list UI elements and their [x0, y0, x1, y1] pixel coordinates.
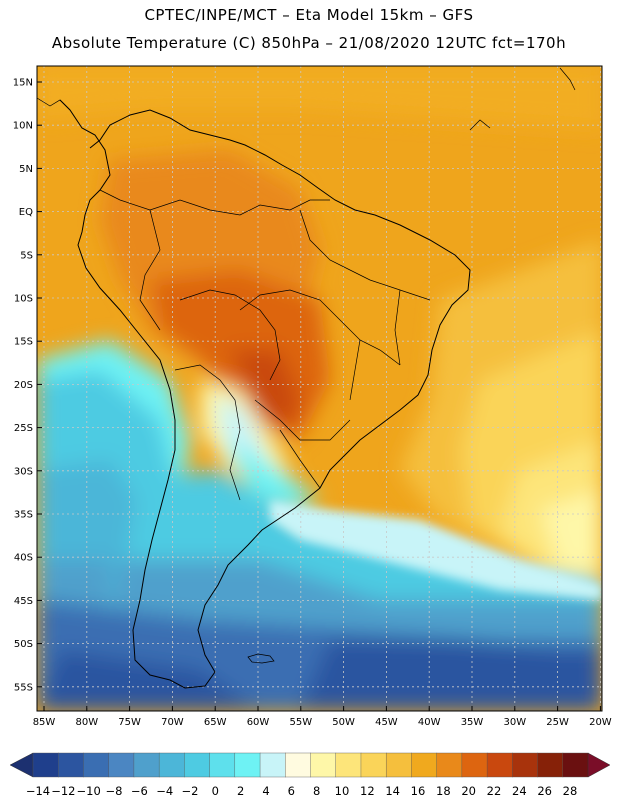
lon-label: 40W — [418, 717, 441, 728]
colorbar-label: 24 — [512, 784, 527, 798]
colorbar-label: 12 — [360, 784, 375, 798]
lon-label: 45W — [375, 717, 398, 728]
lat-label: 15N — [13, 78, 33, 89]
colorbar-segment — [83, 752, 110, 778]
latitude-labels: 15N 10N 5N EQ 5S 10S 15S 20S 25S 30S 35S 40S 45S 50S 5… — [13, 78, 33, 694]
colorbar-label: 4 — [262, 784, 269, 798]
lon-label: 30W — [503, 717, 526, 728]
lat-label: 55S — [14, 682, 33, 693]
colorbar-label: 6 — [288, 784, 295, 798]
colorbar-label: 28 — [563, 784, 578, 798]
lat-label: EQ — [19, 207, 33, 218]
colorbar-label: 26 — [537, 784, 552, 798]
south-america-coastline — [59, 99, 471, 689]
lat-label: 20S — [14, 380, 33, 391]
lat-label: 5N — [19, 164, 33, 175]
lat-label: 30S — [14, 466, 33, 477]
colorbar-label: −10 — [77, 784, 101, 798]
colorbar-label: −4 — [156, 784, 173, 798]
lon-label: 25W — [546, 717, 569, 728]
longitude-labels: 85W 80W 75W 70W 65W 60W 55W 50W 45W 40W 35W 30W 25W 2… — [33, 717, 612, 728]
lat-label: 10N — [13, 121, 33, 132]
colorbar-segment — [234, 752, 261, 778]
chart-title-line1: CPTEC/INPE/MCT – Eta Model 15km – GFS — [144, 6, 474, 24]
colorbar-segment — [436, 752, 463, 778]
colorbar-label: 10 — [335, 784, 350, 798]
colorbar-segment — [335, 752, 362, 778]
colorbar-segment — [108, 752, 135, 778]
temperature-field — [37, 66, 602, 711]
chart-title-line2: Absolute Temperature (C) 850hPa – 21/08/… — [51, 34, 567, 52]
lat-label: 35S — [14, 510, 33, 521]
colorbar-label: −8 — [106, 784, 123, 798]
lon-label: 35W — [461, 717, 484, 728]
colorbar-segment — [562, 752, 589, 778]
lat-label: 10S — [14, 294, 33, 305]
colorbar-label: 0 — [212, 784, 219, 798]
colorbar-segment — [259, 752, 286, 778]
colorbar-segment — [385, 752, 412, 778]
colorbar-label: −12 — [51, 784, 75, 798]
colorbar-segment — [58, 752, 84, 778]
lat-label: 15S — [14, 337, 33, 348]
lon-label: 80W — [75, 717, 98, 728]
colorbar-segment — [537, 752, 564, 778]
lat-label: 5S — [20, 250, 33, 261]
colorbar-segment — [285, 752, 312, 778]
colorbar-segment — [512, 752, 539, 778]
graticule-grid — [37, 66, 602, 711]
axis-ticks — [37, 81, 601, 711]
colorbar-segment — [133, 752, 160, 778]
lat-label: 45S — [14, 596, 33, 607]
colorbar-label: −14 — [26, 784, 50, 798]
colorbar-under-arrow — [9, 752, 34, 778]
lon-label: 75W — [118, 717, 141, 728]
colorbar-segment — [461, 752, 488, 778]
lon-label: 55W — [289, 717, 312, 728]
colorbar-label: 16 — [411, 784, 426, 798]
colorbar-label: −2 — [182, 784, 199, 798]
color-scale-labels: −14 −12 −10 −8 −6 −4 −2 0 2 4 6 8 10 12 14 16 18 20 22 24 26… — [26, 784, 577, 798]
colorbar-label: 8 — [313, 784, 320, 798]
colorbar-over-arrow — [587, 752, 611, 778]
lon-label: 20W — [589, 717, 612, 728]
lat-label: 40S — [14, 553, 33, 564]
colorbar-label: 18 — [436, 784, 451, 798]
falkland-islands — [247, 653, 275, 664]
colorbar-segment — [411, 752, 438, 778]
colorbar-segment — [158, 752, 185, 778]
colorbar-segment — [310, 752, 337, 778]
lon-label: 50W — [332, 717, 355, 728]
lat-label: 50S — [14, 639, 33, 650]
colorbar-label: 20 — [461, 784, 476, 798]
colorbar-segment — [184, 752, 211, 778]
lon-label: 70W — [161, 717, 184, 728]
colorbar-segment — [486, 752, 513, 778]
map-frame — [36, 65, 603, 712]
country-borders — [99, 189, 431, 501]
central-america-outline — [36, 67, 576, 131]
lat-label: 25S — [14, 423, 33, 434]
colorbar-segment — [209, 752, 236, 778]
colorbar-label: 2 — [237, 784, 244, 798]
colorbar-label: 22 — [487, 784, 502, 798]
color-scale-bar — [9, 752, 611, 778]
lon-label: 65W — [204, 717, 227, 728]
colorbar-label: 14 — [385, 784, 400, 798]
colorbar-segment — [32, 752, 59, 778]
colorbar-label: −6 — [131, 784, 148, 798]
colorbar-segment — [360, 752, 387, 778]
lon-label: 85W — [33, 717, 56, 728]
lon-label: 60W — [247, 717, 270, 728]
